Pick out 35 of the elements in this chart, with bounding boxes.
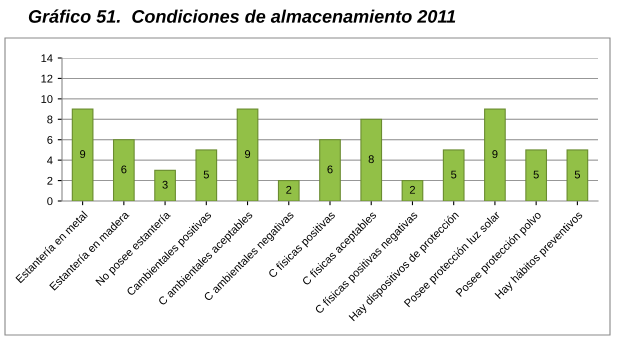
y-tick-label: 2 bbox=[47, 176, 52, 185]
data-label: 5 bbox=[451, 170, 456, 178]
bar bbox=[154, 170, 176, 201]
y-tick-label: 14 bbox=[41, 54, 53, 62]
y-tick-label: 4 bbox=[47, 156, 53, 164]
data-label: 9 bbox=[244, 150, 250, 158]
bar bbox=[236, 108, 258, 201]
data-label: 3 bbox=[162, 180, 168, 189]
bar bbox=[112, 139, 135, 201]
bar bbox=[525, 149, 548, 201]
data-label: 9 bbox=[492, 150, 498, 158]
bar bbox=[566, 149, 588, 201]
y-tick-label: 0 bbox=[47, 197, 53, 206]
bar bbox=[442, 149, 465, 201]
bar bbox=[72, 108, 94, 201]
chart-title: Gráfico 51. Condiciones de almacenamiento 2011 bbox=[28, 9, 456, 23]
data-label: 2 bbox=[410, 186, 415, 194]
y-tick-label: 12 bbox=[41, 74, 52, 82]
data-label: 5 bbox=[204, 170, 209, 178]
bar bbox=[195, 149, 218, 201]
y-tick-label: 6 bbox=[47, 136, 52, 144]
data-label: 5 bbox=[534, 170, 539, 178]
bar bbox=[319, 139, 341, 201]
data-label: 2 bbox=[286, 186, 292, 194]
data-label: 9 bbox=[80, 150, 86, 158]
bar bbox=[484, 108, 506, 201]
data-label: 6 bbox=[121, 165, 126, 174]
bar bbox=[360, 118, 382, 201]
data-label: 5 bbox=[574, 170, 580, 178]
data-label: 8 bbox=[368, 155, 374, 164]
bar bbox=[402, 180, 424, 201]
bar bbox=[278, 180, 300, 201]
data-label: 6 bbox=[327, 165, 333, 174]
y-tick-label: 8 bbox=[47, 116, 52, 124]
y-tick-label: 10 bbox=[41, 95, 53, 103]
